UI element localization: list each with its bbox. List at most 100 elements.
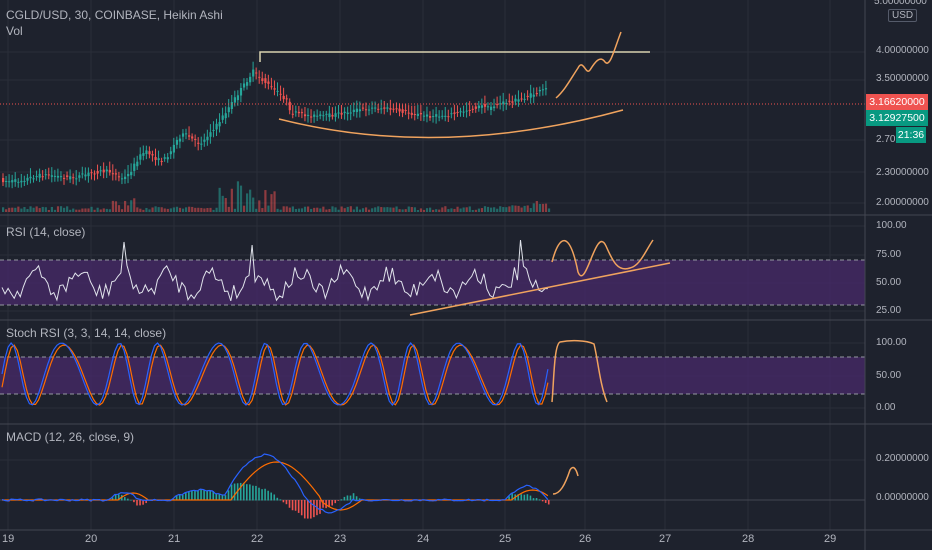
macd-histogram-bar [124, 497, 126, 501]
volume-bar [288, 207, 291, 212]
price-axis-label-2: 2.00000000 [876, 197, 929, 208]
volume-bar [26, 209, 29, 212]
volume-bar [267, 205, 270, 212]
price-candle [142, 153, 145, 156]
volume-bar [386, 207, 389, 212]
volume-bar [41, 206, 44, 212]
macd-histogram-bar [227, 490, 230, 501]
volume-bar [307, 206, 310, 212]
volume-bar [50, 206, 53, 212]
price-candle [258, 76, 261, 78]
volume-bar [410, 207, 413, 212]
volume-bar [200, 207, 203, 212]
price-candle [480, 105, 484, 108]
price-candle [383, 107, 386, 109]
macd-pane[interactable] [0, 453, 865, 519]
price-candle [352, 109, 355, 113]
volume-bar [84, 208, 87, 212]
stoch-pane[interactable] [0, 339, 865, 406]
rsi-pane[interactable] [0, 239, 865, 316]
price-candle [474, 106, 477, 109]
price-candle [53, 175, 57, 177]
price-candle [499, 103, 502, 105]
price-pane[interactable] [0, 31, 865, 212]
volume-bar [282, 206, 285, 212]
volume-bar [175, 206, 179, 212]
volume-bar [233, 208, 236, 212]
price-candle [136, 161, 139, 167]
current-price-badge: 3.12927500 [866, 110, 928, 126]
price-candle [267, 81, 270, 84]
volume-bar [477, 208, 480, 212]
volume-bar [541, 203, 545, 212]
price-candle [371, 107, 374, 109]
price-candle [84, 174, 87, 177]
volume-bar [435, 209, 438, 212]
price-candle [523, 98, 526, 100]
price-candle [72, 177, 75, 179]
volume-bar [273, 191, 276, 212]
volume-bar [212, 209, 215, 212]
price-candle [340, 112, 343, 115]
macd-histogram-bar [142, 500, 144, 505]
countdown-badge: 21:36 [896, 127, 926, 143]
volume-bar [328, 209, 331, 212]
price-candle [99, 170, 102, 172]
rsi-projection-drawing [551, 239, 654, 277]
macd-line [1, 453, 549, 514]
price-candle [90, 172, 93, 174]
time-axis-label: 29 [824, 533, 837, 545]
price-candle [355, 108, 358, 113]
price-candle [416, 113, 419, 116]
currency-button[interactable]: USD [888, 9, 918, 22]
price-candle [496, 104, 499, 106]
volume-bar [471, 209, 474, 212]
macd-histogram-bar [130, 499, 132, 501]
volume-bar [44, 207, 47, 212]
price-candle [544, 88, 548, 90]
macd-histogram-bar [197, 490, 199, 501]
macd-histogram-bar [117, 494, 120, 501]
volume-bar [496, 208, 499, 212]
volume-bar [429, 207, 432, 212]
volume-bar [270, 194, 273, 212]
macd-histogram-bar [297, 500, 300, 513]
price-candle [26, 177, 29, 181]
volume-bar [11, 207, 14, 212]
volume-bar [544, 203, 548, 212]
price-candle [59, 176, 63, 178]
macd-histogram-bar [300, 500, 303, 516]
volume-bar [72, 208, 75, 212]
price-candle [50, 175, 53, 177]
volume-bar [239, 185, 243, 212]
price-candle [328, 113, 331, 118]
rsi-axis-50: 50.00 [876, 277, 902, 288]
volume-bar [142, 209, 145, 212]
price-candle [236, 95, 240, 101]
volume-bar [404, 209, 407, 212]
price-candle [218, 121, 221, 127]
stoch-d-line [1, 344, 549, 406]
time-axis-label: 19 [2, 533, 15, 545]
volume-bar [377, 206, 380, 212]
macd-histogram-bar [212, 491, 215, 501]
price-candle [203, 139, 206, 142]
volume-bar [450, 208, 453, 212]
volume-bar [517, 205, 520, 212]
volume-bar [532, 203, 535, 212]
volume-bar [325, 209, 328, 212]
macd-histogram-bar [252, 485, 254, 501]
price-candle [63, 177, 66, 179]
volume-bar [474, 209, 477, 212]
volume-bar [157, 207, 160, 212]
volume-bar [93, 209, 96, 212]
volume-bar [459, 208, 462, 212]
price-axis-label-27: 2.70 [876, 134, 896, 145]
volume-bar [154, 206, 157, 212]
price-candle [307, 114, 310, 116]
price-candle [456, 111, 459, 113]
volume-bar [218, 187, 221, 212]
macd-histogram-bar [511, 493, 513, 501]
